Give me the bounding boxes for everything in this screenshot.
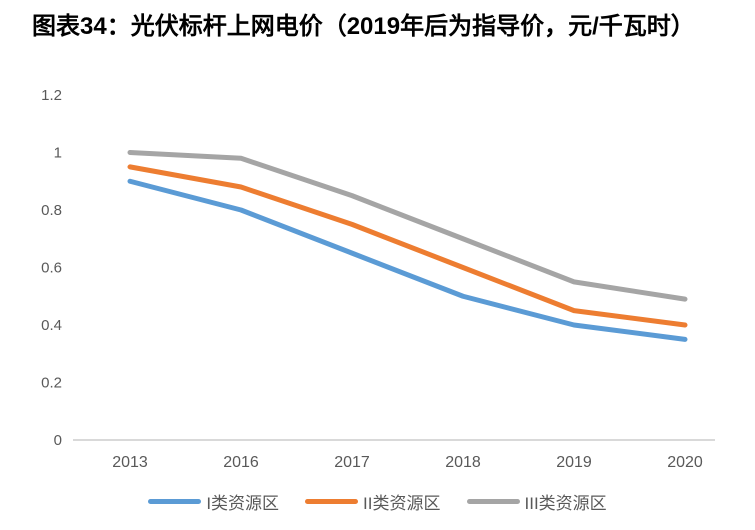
legend-swatch xyxy=(305,499,359,504)
series-line xyxy=(127,150,688,302)
legend-item: III类资源区 xyxy=(466,489,607,514)
legend-label: III类资源区 xyxy=(524,494,607,513)
x-axis-label: 2019 xyxy=(556,454,592,471)
x-axis-label: 2018 xyxy=(445,454,481,471)
legend-swatch xyxy=(148,499,202,504)
legend-item: I类资源区 xyxy=(148,489,279,514)
y-tick-label: 1 xyxy=(54,145,62,162)
line-chart: 0 0.2 0.4 0.6 0.8 1 1.2 2013 2016 2017 2018 2019 202… xyxy=(41,87,715,471)
x-axis-label: 2020 xyxy=(667,454,703,471)
legend: I类资源区 II类资源区 III类资源区 xyxy=(0,489,755,514)
y-tick-label: 0.6 xyxy=(41,260,62,277)
y-tick-label: 1.2 xyxy=(41,87,62,104)
y-tick-label: 0.2 xyxy=(41,375,62,392)
y-tick-label: 0.8 xyxy=(41,202,62,219)
y-tick-label: 0.4 xyxy=(41,317,62,334)
legend-item: II类资源区 xyxy=(305,489,441,514)
series-line xyxy=(127,164,688,328)
x-axis-label: 2013 xyxy=(112,454,148,471)
series-line xyxy=(127,178,688,342)
x-axis-label: 2017 xyxy=(334,454,370,471)
chart-title: 图表34：光伏标杆上网电价（2019年后为指导价，元/千瓦时） xyxy=(32,13,695,40)
legend-swatch xyxy=(466,499,520,504)
legend-label: II类资源区 xyxy=(363,494,441,513)
y-tick-label: 0 xyxy=(54,432,62,449)
x-axis-label: 2016 xyxy=(223,454,259,471)
legend-label: I类资源区 xyxy=(206,494,280,513)
